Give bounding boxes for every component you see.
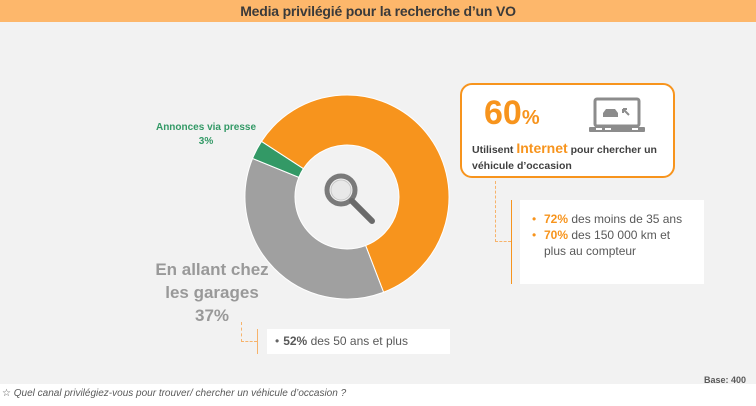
garage-connector-dashed-v	[241, 322, 242, 342]
connector-dashed-h	[495, 241, 511, 242]
donut-slice-en-allant-chez-les-garages	[244, 157, 385, 300]
question-label: Quel canal privilégiez-vous pour trouver…	[13, 388, 347, 399]
detail-item: • 72% des moins de 35 ans	[532, 212, 683, 226]
detail-pct: 72%	[544, 212, 569, 226]
detail-text: des moins de 35 ans	[568, 212, 683, 226]
laptop-car-icon	[589, 97, 645, 132]
internet-details-box: • 72% des moins de 35 ans • 70% des 150 00…	[520, 200, 704, 284]
page-title: Media privilégié pour la recherche d’un …	[240, 3, 516, 19]
internet-pct-number: 60	[484, 94, 522, 132]
internet-highlight: Internet	[516, 140, 568, 156]
garage-line2: les garages	[165, 283, 259, 302]
garage-line1: En allant chez	[155, 260, 269, 279]
presse-label: Annonces via presse 3%	[136, 121, 276, 149]
garage-label: En allant chez les garages 37%	[132, 258, 292, 327]
connector-dashed-v	[495, 181, 496, 242]
garage-connector-dashed-h	[241, 341, 257, 342]
internet-pct-sign: %	[521, 107, 540, 129]
presse-name: Annonces via presse	[155, 122, 257, 133]
star-icon: ☆	[2, 388, 14, 399]
question-text: ☆ Quel canal privilégiez-vous pour trouv…	[2, 388, 346, 399]
internet-callout: 60% Utilisent Internet pour chercher un …	[460, 83, 675, 178]
garage-detail-text: des 50 ans et plus	[307, 334, 408, 348]
title-bar: Media privilégié pour la recherche d’un …	[0, 0, 756, 22]
detail-item: • 70% des 150 000 km et plus au compteur	[532, 228, 671, 258]
presse-pct: 3%	[198, 136, 214, 147]
donut-slice-annonces-via-presse	[251, 140, 305, 179]
garage-details-box: • 52% des 50 ans et plus	[267, 329, 450, 354]
internet-pct: 60%	[484, 93, 540, 138]
internet-text-after: pour chercher un véhicule d’occasion	[472, 144, 657, 172]
garage-pct: 37%	[194, 306, 230, 325]
internet-description: Utilisent Internet pour chercher un véhi…	[472, 140, 672, 174]
base-label: Base: 400	[703, 375, 746, 385]
detail-text: des 150 000 km et plus au compteur	[544, 228, 671, 258]
donut-slice-internet	[260, 94, 450, 293]
garage-connector-bar	[257, 329, 258, 354]
connector-bar	[511, 200, 512, 284]
detail-pct: 70%	[544, 228, 569, 242]
magnifier-icon	[324, 173, 375, 224]
garage-detail-pct: 52%	[283, 334, 308, 348]
internet-text-before: Utilisent	[472, 144, 517, 156]
